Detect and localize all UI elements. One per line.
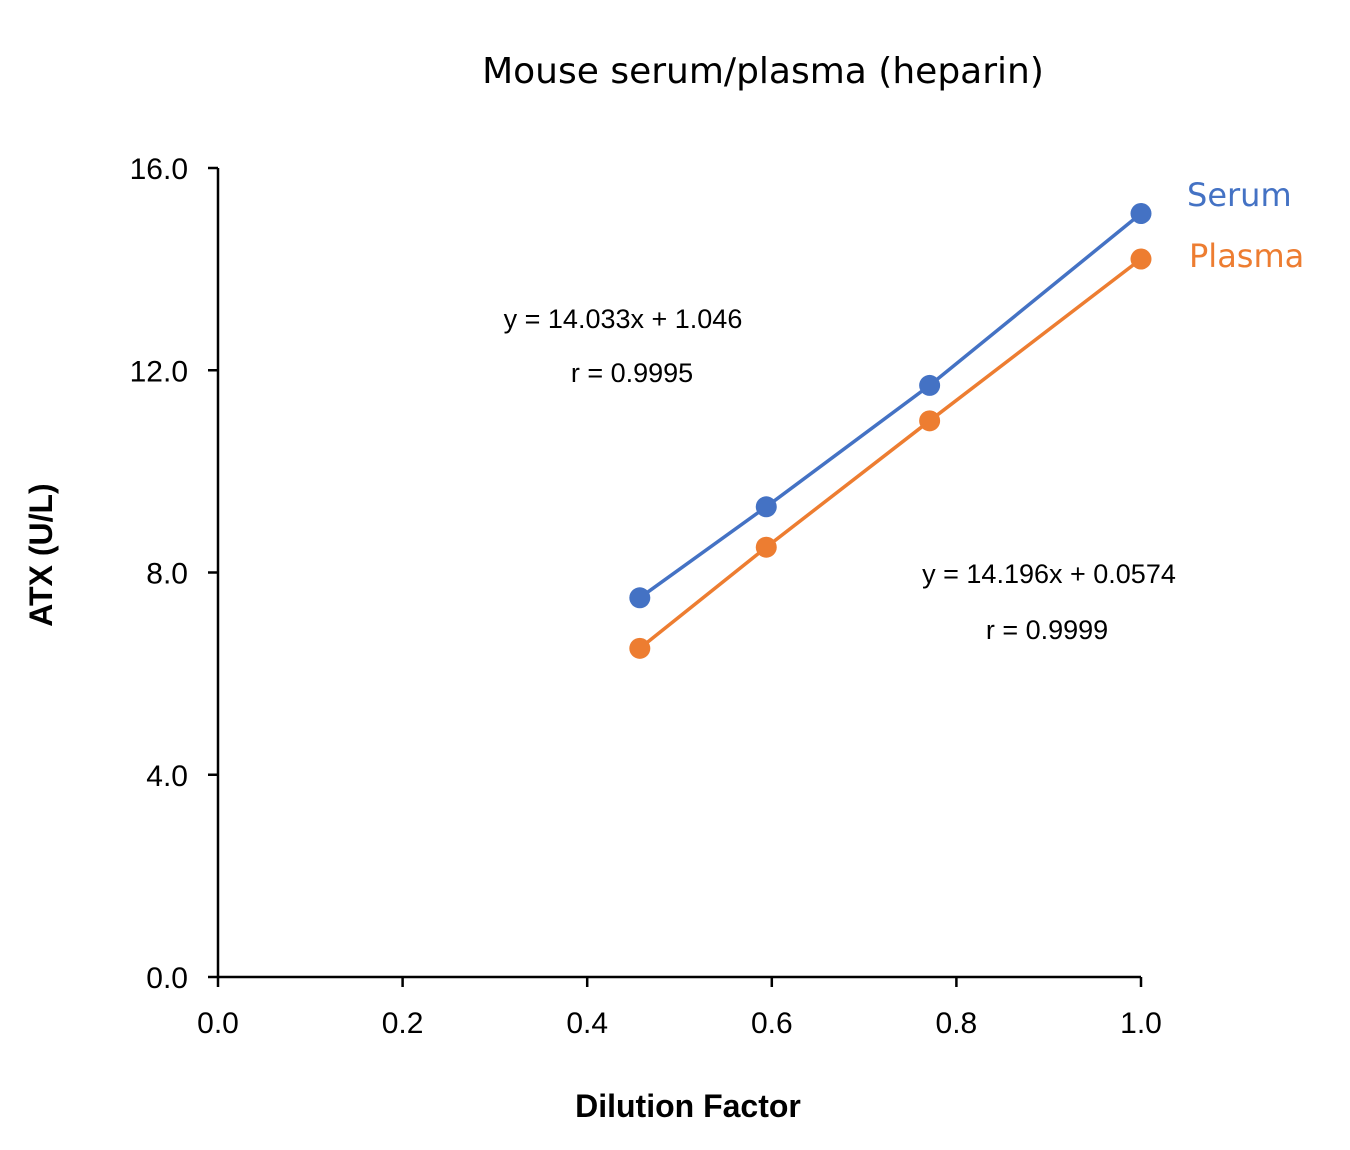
plasma-data-point: [629, 637, 651, 659]
legend-serum: Serum: [1187, 176, 1292, 214]
y-tick-label: 8.0: [146, 558, 188, 591]
plasma-r-value: r = 0.9999: [986, 615, 1108, 645]
plasma-data-point: [755, 536, 777, 558]
y-axis-label: ATX (U/L): [23, 483, 59, 626]
y-ticks: 0.0 4.0 8.0 12.0 16.0: [130, 153, 218, 995]
y-tick-label: 12.0: [130, 355, 188, 388]
plasma-data-point: [919, 410, 941, 432]
y-tick-label: 4.0: [146, 760, 188, 793]
serum-series-line: [638, 212, 1143, 600]
y-tick-label: 0.0: [146, 962, 188, 995]
legend-plasma: Plasma: [1189, 237, 1304, 275]
series-layer: [629, 203, 1152, 659]
serum-data-point: [919, 374, 941, 396]
serum-data-point: [629, 587, 651, 609]
plasma-data-point: [1130, 248, 1152, 270]
x-ticks: 0.0 0.2 0.4 0.6 0.8 1.0: [197, 977, 1162, 1040]
plasma-equation: y = 14.196x + 0.0574: [922, 559, 1176, 589]
x-axis-label: Dilution Factor: [575, 1088, 801, 1124]
serum-equation: y = 14.033x + 1.046: [504, 304, 743, 334]
serum-r-value: r = 0.9995: [571, 358, 693, 388]
serum-data-point: [1130, 203, 1152, 225]
legend: Serum Plasma: [1187, 176, 1304, 275]
x-tick-label: 0.8: [936, 1007, 978, 1040]
chart-title: Mouse serum/plasma (heparin): [482, 51, 1044, 92]
annotations: y = 14.033x + 1.046 r = 0.9995 y = 14.19…: [504, 304, 1176, 645]
x-tick-label: 0.0: [197, 1007, 239, 1040]
y-tick-label: 16.0: [130, 153, 188, 186]
plasma-series-line: [638, 257, 1143, 650]
x-tick-label: 1.0: [1120, 1007, 1162, 1040]
x-tick-label: 0.4: [566, 1007, 608, 1040]
x-tick-label: 0.6: [751, 1007, 793, 1040]
serum-data-point: [755, 496, 777, 518]
x-tick-label: 0.2: [382, 1007, 424, 1040]
